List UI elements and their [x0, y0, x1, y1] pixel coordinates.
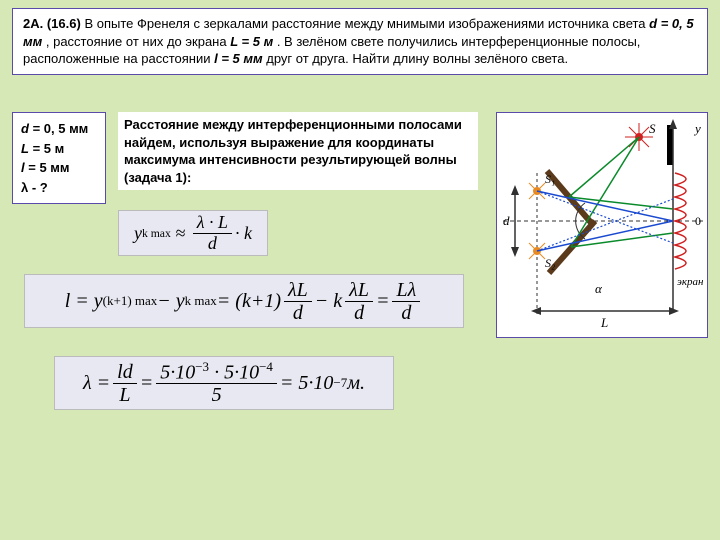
lbl-y: y	[693, 121, 701, 136]
problem-t0: В опыте Френеля с зеркалами расстояние м…	[84, 16, 649, 31]
f2-mid: − k	[315, 290, 342, 313]
f1-lhs: y	[134, 223, 142, 244]
given-data: d = 0, 5 мм L = 5 м l = 5 мм λ - ?	[12, 112, 106, 204]
f1-sub: k max	[142, 227, 171, 240]
formula-lambda: λ = ldL = 5·10−3 · 5·10−4 5 = 5·10−7 м.	[54, 356, 394, 410]
problem-L: L = 5 м	[230, 34, 273, 49]
lbl-zero: 0	[695, 214, 701, 228]
f3-nas: −3	[195, 359, 209, 374]
d-arrow-b	[511, 247, 519, 257]
f2-s1: (k+1) max	[103, 293, 158, 309]
lbl-S2: S₂	[545, 256, 555, 270]
formula-l: l = y(k+1) max − yk max = (k+1) λLd − k …	[24, 274, 464, 328]
ray-g1	[569, 137, 639, 197]
given-L: L = 5 м	[21, 139, 97, 159]
f2-minus: − y	[157, 290, 184, 313]
f1-den: d	[204, 234, 221, 254]
f3-n2: 5·10−3 · 5·10−4	[156, 360, 277, 385]
f3-d2: 5	[208, 384, 226, 406]
problem-label: 2А. (16.6)	[23, 16, 81, 31]
lbl-S: S	[649, 121, 656, 136]
f2-d3: d	[397, 302, 415, 324]
lbl-d: d	[503, 213, 510, 228]
f3-nbs: −4	[259, 359, 273, 374]
problem-t2: , расстояние от них до экрана	[46, 34, 230, 49]
f3-lhs: λ =	[83, 372, 110, 395]
L-arrow-r	[669, 307, 679, 315]
f2-fr3: Lλd	[392, 279, 420, 324]
fresnel-diagram: S y S₁ S₂ d 0 экран L α	[496, 112, 708, 338]
problem-statement: 2А. (16.6) В опыте Френеля с зеркалами р…	[12, 8, 708, 75]
f3-d1: L	[115, 384, 134, 406]
y-arrow	[669, 119, 677, 129]
f1-num: λ · L	[193, 213, 232, 234]
f2-eq: = (k+1)	[217, 290, 281, 313]
f2-s2: k max	[185, 293, 217, 309]
L-arrow-l	[531, 307, 541, 315]
diagram-svg: S y S₁ S₂ d 0 экран L α	[497, 113, 709, 339]
explanation: Расстояние между интерференционными поло…	[118, 112, 478, 190]
explanation-text: Расстояние между интерференционными поло…	[124, 117, 462, 185]
formula-yk: yk max ≈ λ · L d · k	[118, 210, 268, 256]
f1-approx: ≈	[175, 223, 185, 244]
f2-d1: d	[289, 302, 307, 324]
problem-t6: друг от друга. Найти длину волны зелёног…	[266, 51, 568, 66]
d-arrow-t	[511, 185, 519, 195]
given-lambda: λ - ?	[21, 178, 97, 198]
f3-fr1: ldL	[113, 361, 137, 406]
lbl-alpha: α	[595, 281, 603, 296]
f3-na: 5·10	[160, 361, 195, 383]
f2-fr2: λLd	[345, 279, 373, 324]
f2-n3: Lλ	[392, 279, 420, 302]
f2-fr1: λLd	[284, 279, 312, 324]
f3-fr2: 5·10−3 · 5·10−4 5	[156, 360, 277, 407]
lbl-L: L	[600, 315, 608, 330]
f2-n2: λL	[345, 279, 373, 302]
f2-d2: d	[350, 302, 368, 324]
screen-block	[667, 125, 673, 165]
f3-eq2: = 5·10	[280, 372, 334, 395]
f1-frac: λ · L d	[193, 213, 232, 254]
problem-l: l = 5 мм	[214, 51, 263, 66]
lbl-S1: S₁	[545, 172, 555, 186]
f1-tail: · k	[235, 223, 252, 244]
f3-nb: · 5·10	[209, 361, 259, 383]
f2-eq2: =	[376, 290, 390, 313]
f2-lhs: l = y	[65, 290, 103, 313]
f3-n1: ld	[113, 361, 137, 384]
f3-unit: м.	[347, 372, 365, 395]
given-l: l = 5 мм	[21, 158, 97, 178]
f2-n1: λL	[284, 279, 312, 302]
lbl-screen: экран	[677, 276, 704, 288]
f3-eq: =	[140, 372, 154, 395]
given-d: d = 0, 5 мм	[21, 119, 97, 139]
f3-rs: −7	[333, 375, 347, 391]
